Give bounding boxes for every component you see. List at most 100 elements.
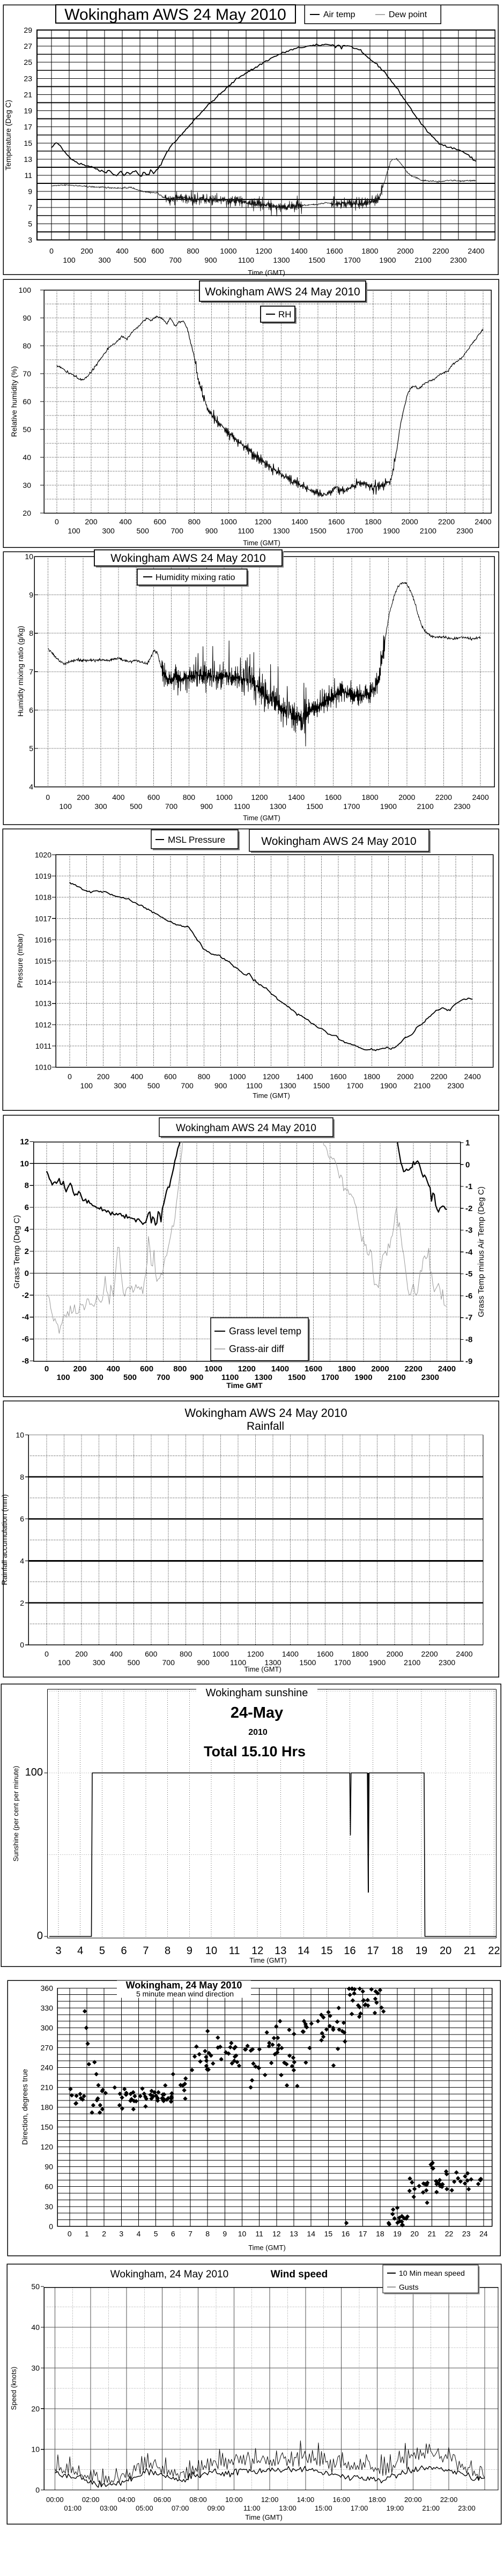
svg-text:0: 0	[25, 1269, 29, 1278]
svg-text:6: 6	[121, 1945, 127, 1957]
svg-text:13:00: 13:00	[279, 2504, 297, 2512]
svg-text:1000: 1000	[212, 1650, 229, 1658]
svg-text:1600: 1600	[325, 793, 342, 801]
svg-text:300: 300	[102, 526, 115, 535]
svg-text:1014: 1014	[35, 978, 51, 986]
svg-text:400: 400	[107, 1364, 120, 1374]
svg-text:Time (GMT): Time (GMT)	[248, 2244, 286, 2252]
svg-text:1200: 1200	[255, 517, 271, 526]
svg-text:1100: 1100	[238, 526, 254, 535]
svg-text:1800: 1800	[352, 1650, 368, 1658]
svg-text:2400: 2400	[464, 1072, 481, 1081]
svg-text:500: 500	[130, 802, 143, 811]
svg-text:3: 3	[55, 1945, 61, 1957]
svg-text:1012: 1012	[35, 1020, 51, 1029]
svg-text:90: 90	[23, 314, 31, 322]
svg-text:9: 9	[28, 187, 32, 196]
svg-text:4: 4	[137, 2230, 141, 2238]
svg-text:1100: 1100	[234, 802, 250, 811]
svg-text:Direction, degrees true: Direction, degrees true	[20, 2069, 29, 2145]
svg-text:1600: 1600	[305, 1364, 322, 1374]
svg-text:700: 700	[171, 526, 184, 535]
svg-text:600: 600	[151, 247, 164, 255]
svg-text:Wokingham AWS 24 May 2010: Wokingham AWS 24 May 2010	[184, 1406, 347, 1420]
svg-text:900: 900	[197, 1658, 210, 1667]
svg-text:23: 23	[24, 74, 32, 83]
svg-text:7: 7	[188, 2230, 192, 2238]
svg-text:-6: -6	[22, 1335, 29, 1344]
svg-text:1100: 1100	[230, 1658, 246, 1667]
svg-text:1300: 1300	[255, 1373, 272, 1382]
svg-text:8: 8	[165, 1945, 171, 1957]
svg-text:1000: 1000	[220, 517, 237, 526]
svg-text:5 minute mean wind direction: 5 minute mean wind direction	[136, 1989, 234, 1998]
svg-text:16:00: 16:00	[332, 2496, 350, 2504]
svg-text:Wokingham AWS 24 May 2010: Wokingham AWS 24 May 2010	[205, 286, 360, 298]
svg-text:900: 900	[214, 1081, 227, 1090]
svg-text:-8: -8	[465, 1335, 472, 1344]
svg-text:1000: 1000	[220, 247, 236, 255]
svg-text:500: 500	[134, 256, 146, 264]
svg-text:70: 70	[23, 369, 31, 378]
svg-text:1016: 1016	[35, 936, 51, 944]
svg-text:15:00: 15:00	[315, 2504, 332, 2512]
svg-text:Pressure (mbar): Pressure (mbar)	[16, 933, 24, 988]
svg-text:500: 500	[123, 1373, 137, 1382]
svg-text:6: 6	[25, 1203, 29, 1212]
svg-text:400: 400	[131, 1072, 144, 1081]
svg-text:Rainfall accumulation (mm): Rainfall accumulation (mm)	[0, 1494, 9, 1585]
svg-text:80: 80	[23, 342, 31, 350]
svg-text:0: 0	[35, 2486, 40, 2495]
svg-text:10: 10	[25, 552, 33, 561]
svg-text:2: 2	[102, 2230, 106, 2238]
svg-text:1000: 1000	[204, 1364, 222, 1374]
svg-text:4: 4	[77, 1945, 83, 1957]
svg-text:1013: 1013	[35, 999, 51, 1008]
svg-text:Time (GMT): Time (GMT)	[253, 1092, 290, 1100]
svg-text:10: 10	[238, 2230, 247, 2238]
svg-text:400: 400	[119, 517, 132, 526]
svg-text:09:00: 09:00	[207, 2504, 225, 2512]
svg-text:17: 17	[24, 123, 32, 131]
svg-text:600: 600	[140, 1364, 153, 1374]
svg-text:2200: 2200	[435, 793, 452, 801]
svg-text:Wokingham AWS 24 May 2010: Wokingham AWS 24 May 2010	[261, 835, 416, 848]
svg-text:40: 40	[23, 453, 31, 462]
svg-text:1800: 1800	[362, 793, 379, 801]
svg-text:Humidity mixing ratio: Humidity mixing ratio	[155, 573, 235, 582]
svg-text:200: 200	[85, 517, 98, 526]
svg-text:0: 0	[46, 793, 50, 801]
svg-text:1300: 1300	[273, 256, 290, 264]
svg-text:1100: 1100	[238, 256, 254, 264]
svg-text:1700: 1700	[347, 1081, 364, 1090]
svg-text:2400: 2400	[456, 1650, 472, 1658]
svg-text:100: 100	[63, 256, 76, 264]
svg-text:1200: 1200	[255, 247, 272, 255]
svg-text:16: 16	[344, 1945, 355, 1957]
svg-text:5: 5	[28, 219, 32, 228]
svg-text:90: 90	[45, 2163, 53, 2171]
svg-text:600: 600	[145, 1650, 158, 1658]
svg-text:1017: 1017	[35, 914, 51, 923]
svg-text:Dew point: Dew point	[389, 10, 427, 19]
svg-text:10 Min mean speed: 10 Min mean speed	[399, 2269, 465, 2277]
svg-text:8: 8	[20, 1473, 24, 1481]
svg-text:Gusts: Gusts	[399, 2283, 419, 2291]
svg-text:60: 60	[45, 2182, 53, 2191]
svg-text:18: 18	[376, 2230, 384, 2238]
svg-text:4: 4	[29, 783, 33, 791]
svg-text:0: 0	[55, 517, 59, 526]
svg-text:Grass Temp minus Air Temp (Deg: Grass Temp minus Air Temp (Deg C)	[477, 1186, 486, 1317]
svg-text:10: 10	[205, 1945, 217, 1957]
svg-text:1011: 1011	[35, 1042, 51, 1050]
svg-text:2100: 2100	[388, 1373, 405, 1382]
svg-text:1015: 1015	[35, 957, 51, 966]
svg-text:1700: 1700	[321, 1373, 339, 1382]
svg-text:2100: 2100	[417, 802, 434, 811]
svg-text:300: 300	[114, 1081, 127, 1090]
svg-text:1500: 1500	[306, 802, 323, 811]
svg-text:29: 29	[24, 26, 32, 34]
svg-text:1900: 1900	[379, 256, 396, 264]
svg-text:Time (GMT): Time (GMT)	[245, 2513, 283, 2521]
svg-text:1900: 1900	[369, 1658, 386, 1667]
